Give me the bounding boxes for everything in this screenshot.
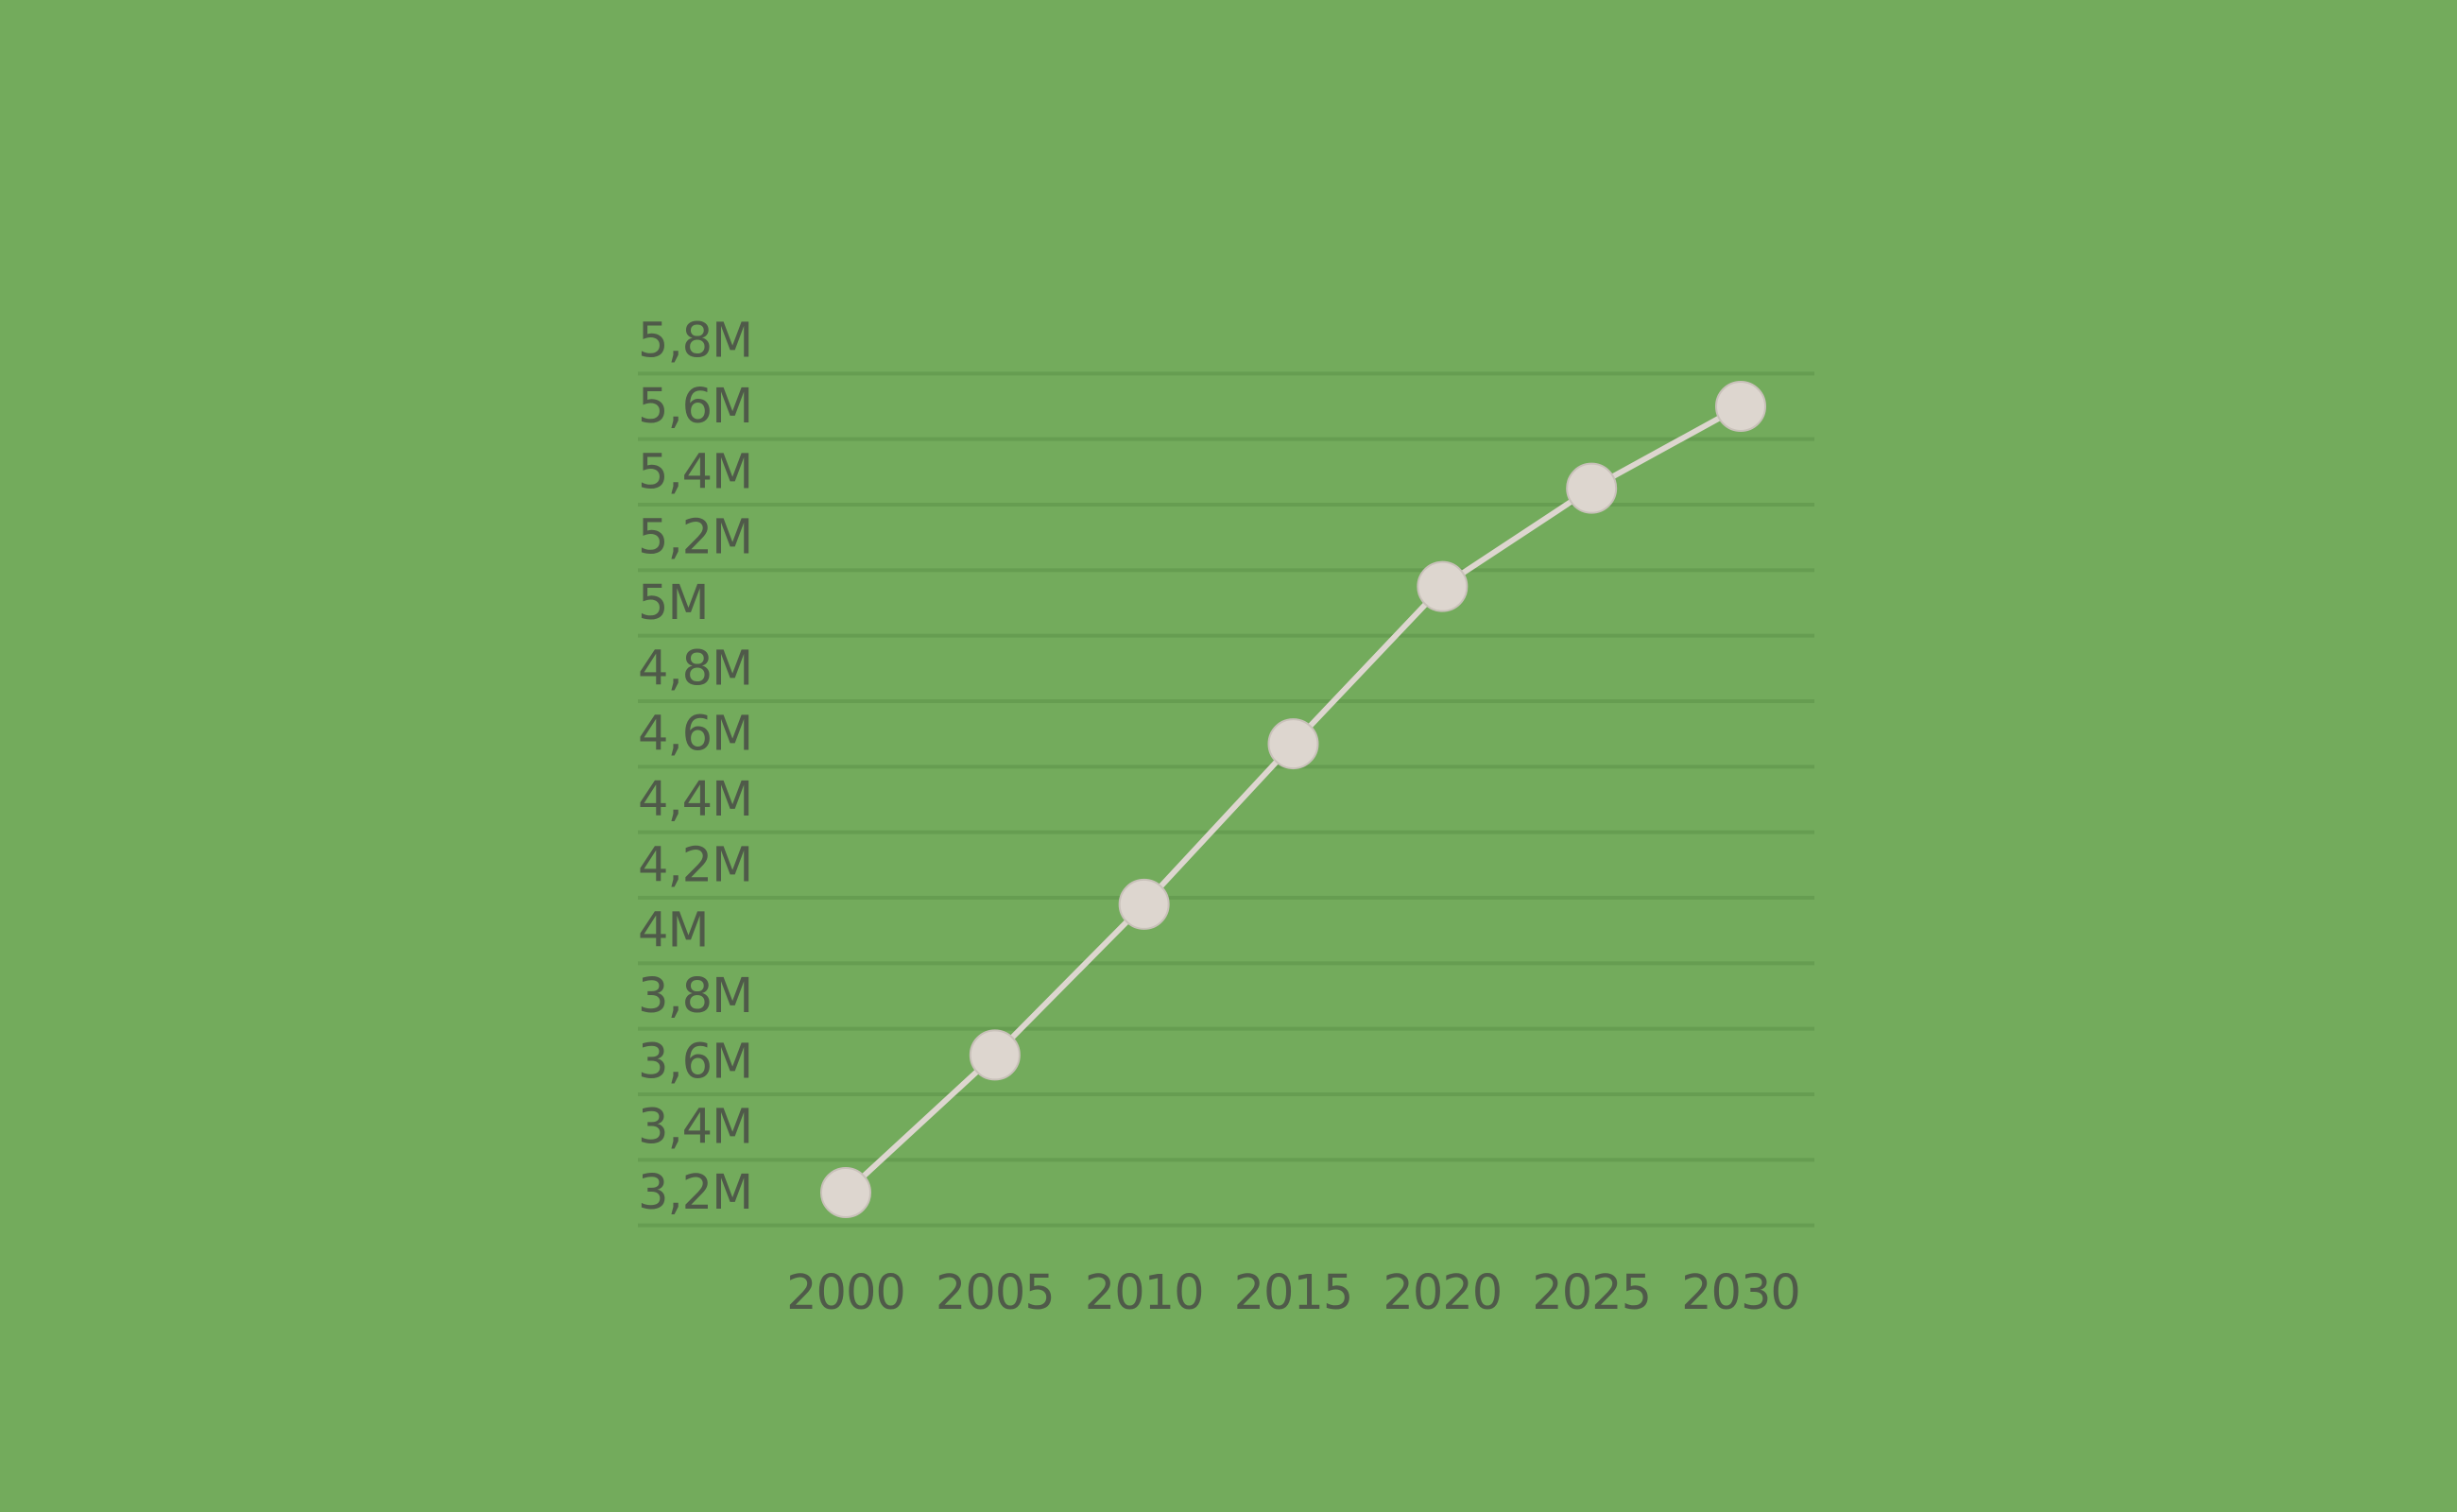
x-axis-tick-labels: 2000 2005 2010 2015 2020 2025 2030	[786, 1265, 1801, 1321]
y-tick-label: 4,2M	[638, 837, 752, 893]
y-tick-label: 4,4M	[638, 772, 752, 828]
x-tick-label: 2010	[1085, 1265, 1204, 1321]
y-tick-label: 4,8M	[638, 641, 752, 696]
data-point	[969, 1029, 1021, 1081]
gridlines	[638, 371, 1814, 1228]
y-tick-label: 4,6M	[638, 707, 752, 763]
y-tick-label: 4M	[638, 903, 708, 959]
x-tick-label: 2020	[1383, 1265, 1502, 1321]
data-point	[1715, 381, 1766, 432]
data-point	[1566, 462, 1618, 514]
y-axis-tick-labels: 3,2M 3,4M 3,6M 3,8M 4M 4,2M 4,4M 4,6M 4,8M 5M 5,2M…	[638, 314, 753, 1221]
x-tick-label: 2000	[786, 1265, 905, 1321]
y-tick-label: 5,2M	[638, 510, 752, 566]
data-point	[1417, 560, 1469, 612]
y-tick-label: 3,2M	[638, 1165, 752, 1221]
y-tick-label: 5,4M	[638, 444, 752, 500]
y-tick-label: 3,4M	[638, 1100, 752, 1156]
y-tick-label: 3,8M	[638, 969, 752, 1024]
y-tick-label: 5M	[638, 576, 708, 631]
y-tick-label: 5,6M	[638, 379, 752, 435]
x-tick-label: 2005	[936, 1265, 1055, 1321]
x-tick-label: 2025	[1532, 1265, 1651, 1321]
data-point	[1118, 878, 1170, 930]
y-tick-label: 5,8M	[638, 314, 752, 369]
y-tick-label: 3,6M	[638, 1034, 752, 1090]
x-tick-label: 2015	[1234, 1265, 1353, 1321]
data-point	[820, 1167, 871, 1218]
series-group	[820, 381, 1766, 1218]
x-tick-label: 2030	[1681, 1265, 1800, 1321]
data-point	[1267, 718, 1319, 770]
